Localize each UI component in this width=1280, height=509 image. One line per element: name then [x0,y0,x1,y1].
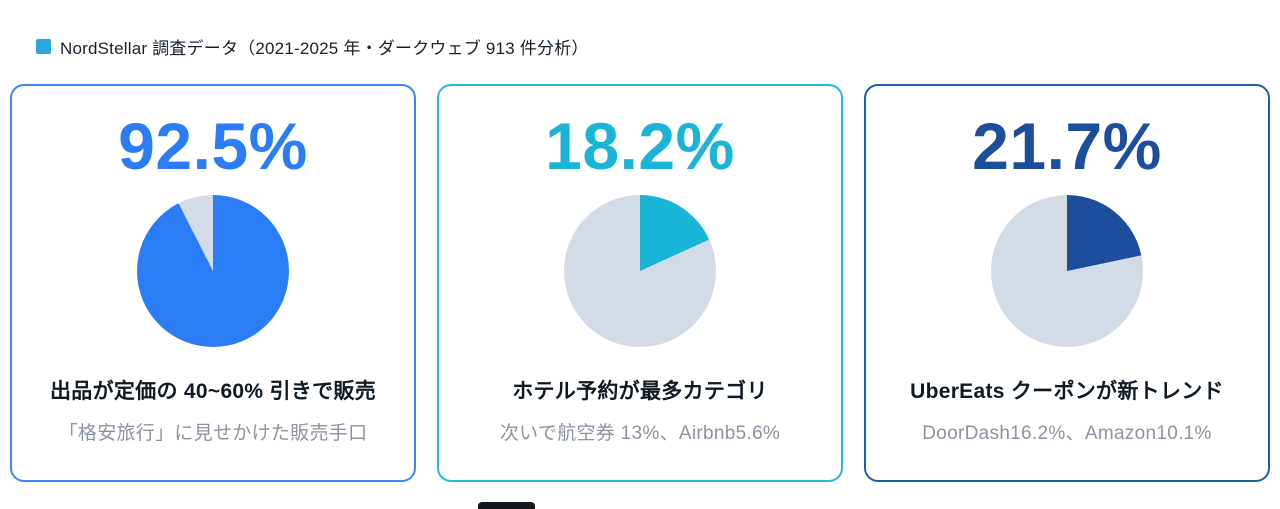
stat-value: 92.5% [118,109,308,183]
stat-value: 18.2% [545,109,735,183]
legend-label: NordStellar 調査データ（2021-2025 年・ダークウェブ 913… [60,39,589,58]
pie-chart [137,195,289,348]
stat-title: ホテル予約が最多カテゴリ [512,380,768,404]
stat-card-discount-listings: 92.5% 出品が定価の 40~60% 引きで販売 「格安旅行」に見せかけた販売… [10,84,416,482]
legend-swatch-icon [36,39,51,54]
stat-value: 21.7% [972,109,1162,183]
cropped-footer-element [478,502,535,509]
stat-card-ubereats-coupons: 21.7% UberEats クーポンが新トレンド DoorDash16.2%、… [864,84,1270,482]
stat-subtitle: 「格安旅行」に見せかけた販売手口 [58,423,368,445]
stat-title: 出品が定価の 40~60% 引きで販売 [49,380,377,404]
stat-subtitle: 次いで航空券 13%、Airbnb5.6% [499,423,781,445]
stat-card-hotel-bookings: 18.2% ホテル予約が最多カテゴリ 次いで航空券 13%、Airbnb5.6% [437,84,843,482]
stat-cards-row: 92.5% 出品が定価の 40~60% 引きで販売 「格安旅行」に見せかけた販売… [10,84,1270,482]
pie-chart [991,195,1143,348]
stat-subtitle: DoorDash16.2%、Amazon10.1% [922,423,1212,445]
stat-title: UberEats クーポンが新トレンド [910,380,1224,404]
legend: NordStellar 調査データ（2021-2025 年・ダークウェブ 913… [0,0,1280,59]
pie-chart [564,195,716,348]
